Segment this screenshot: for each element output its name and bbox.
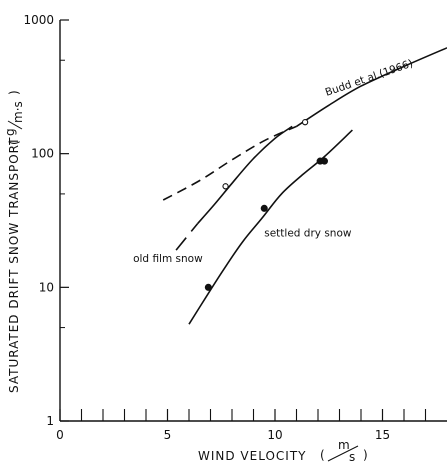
annotations-group: Budd et al.(1966) old film snow settled dr… <box>133 58 415 265</box>
y-unit-close-paren: ) <box>7 90 21 95</box>
y-tick-label: 100 <box>31 147 54 161</box>
markers-group <box>204 119 329 291</box>
y-axis-title-group: SATURATED DRIFT SNOW TRANSPORT ( g m·s ) <box>3 90 25 393</box>
x-unit-slash <box>327 445 359 462</box>
series-annotation: old film snow <box>133 253 203 265</box>
data-point-filled <box>260 204 268 212</box>
series-line-old-film-snow-solid <box>196 125 293 225</box>
x-unit-numerator: m <box>338 438 350 452</box>
y-unit-denominator: m·s <box>11 101 25 123</box>
y-axis-title: SATURATED DRIFT SNOW TRANSPORT <box>7 137 21 393</box>
y-unit-open-paren: ( <box>7 140 21 145</box>
x-axis-title: WIND VELOCITY <box>198 449 307 463</box>
x-unit-denominator: s <box>349 450 355 464</box>
data-point-filled <box>204 283 212 291</box>
x-axis-title-group: WIND VELOCITY m s ( ) <box>198 438 368 464</box>
y-tick-label: 1 <box>46 414 54 428</box>
x-tick-label: 5 <box>164 428 172 442</box>
y-unit-slash <box>7 120 23 130</box>
data-point-filled <box>320 157 329 165</box>
data-point-open <box>222 183 229 190</box>
series-group <box>162 47 447 325</box>
x-unit-close-paren: ) <box>363 448 368 462</box>
series-annotation: Budd et al.(1966) <box>324 58 415 99</box>
y-tick-label: 10 <box>39 280 54 294</box>
x-tick-label: 15 <box>375 428 390 442</box>
y-unit-numerator: g <box>3 128 17 136</box>
x-tick-label: 10 <box>267 428 282 442</box>
series-line-budd-et-al-1966-solid <box>296 47 447 128</box>
x-tick-label: 0 <box>56 428 64 442</box>
axes: 0 5 10 15 1 10 100 1000 <box>23 13 447 442</box>
series-line-old-film-snow-long-dash <box>175 223 199 251</box>
x-unit-open-paren: ( <box>320 448 325 462</box>
data-point-open <box>301 119 309 126</box>
y-tick-label: 1000 <box>23 13 54 27</box>
series-annotation: settled dry snow <box>264 228 352 240</box>
series-line-budd-et-al-1966-dashed <box>162 125 297 201</box>
